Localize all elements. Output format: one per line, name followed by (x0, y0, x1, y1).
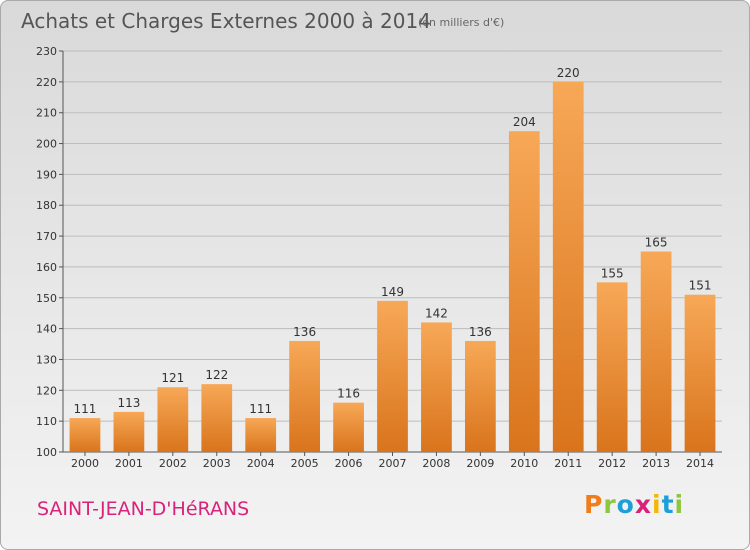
bar-2002 (157, 387, 189, 452)
data-label-2010: 204 (513, 115, 536, 129)
y-tick-label-100: 100 (36, 446, 57, 459)
chart-title: Achats et Charges Externes 2000 à 2014 (21, 9, 431, 33)
x-tick-label-2004: 2004 (247, 457, 275, 470)
y-tick-label-160: 160 (36, 261, 57, 274)
axes: 100 110 120 130 140 150 160 170 180 190 200 210 220 2… (36, 45, 722, 470)
logo-letter: i (652, 490, 662, 519)
bar-2010 (508, 131, 540, 452)
x-tick-label-2002: 2002 (159, 457, 187, 470)
data-label-2009: 136 (469, 325, 492, 339)
data-label-2001: 113 (117, 396, 140, 410)
y-tick-label-180: 180 (36, 199, 57, 212)
town-name: SAINT-JEAN-D'HéRANS (37, 498, 250, 520)
data-label-2011: 220 (557, 66, 580, 80)
bar-2014 (684, 294, 716, 452)
x-tick-label-2003: 2003 (203, 457, 231, 470)
bar-2001 (113, 411, 145, 452)
bar-2005 (289, 340, 321, 452)
x-tick-label-2013: 2013 (642, 457, 670, 470)
data-label-2014: 151 (689, 279, 712, 293)
y-tick-label-110: 110 (36, 415, 57, 428)
bar-2006 (333, 402, 364, 452)
data-label-2000: 111 (74, 402, 97, 416)
y-tick-label-120: 120 (36, 384, 57, 397)
logo-letter: r (603, 490, 617, 519)
x-tick-label-2000: 2000 (71, 457, 99, 470)
data-label-2006: 116 (337, 387, 360, 401)
y-tick-label-200: 200 (36, 138, 57, 151)
data-label-2008: 142 (425, 306, 448, 320)
logo-letter: i (674, 490, 685, 519)
data-label-2007: 149 (381, 285, 404, 299)
bar-2012 (596, 282, 628, 452)
y-tick-label-230: 230 (36, 45, 57, 58)
x-tick-label-2009: 2009 (466, 457, 494, 470)
x-tick-label-2001: 2001 (115, 457, 143, 470)
logo-letter: t (661, 490, 675, 519)
y-tick-label-130: 130 (36, 353, 57, 366)
bar-2013 (640, 251, 672, 452)
y-tick-label-220: 220 (36, 76, 57, 89)
bar-2003 (201, 384, 233, 452)
y-tick-label-170: 170 (36, 230, 57, 243)
data-label-2013: 165 (645, 236, 668, 250)
bar-2004 (245, 418, 277, 452)
bar-2011 (552, 81, 584, 452)
y-tick-label-210: 210 (36, 107, 57, 120)
chart-subtitle: (en milliers d'€) (418, 16, 505, 29)
data-label-2003: 122 (205, 368, 228, 382)
data-label-2002: 121 (161, 371, 184, 385)
bar-2007 (377, 300, 408, 452)
x-tick-label-2014: 2014 (686, 457, 714, 470)
data-labels: 111 113 121 122 111 136 116 149 142 136 204 220 155 1… (74, 66, 712, 416)
bars (69, 81, 716, 452)
logo-letter: o (616, 490, 635, 519)
proxiti-logo[interactable]: Proxiti (584, 490, 684, 519)
x-tick-label-2011: 2011 (554, 457, 582, 470)
data-label-2012: 155 (601, 266, 624, 280)
x-tick-label-2007: 2007 (379, 457, 407, 470)
y-tick-label-150: 150 (36, 292, 57, 305)
bar-2000 (69, 418, 101, 452)
x-tick-label-2010: 2010 (510, 457, 538, 470)
logo-letter: P (584, 490, 604, 519)
x-tick-label-2012: 2012 (598, 457, 626, 470)
x-tick-label-2008: 2008 (422, 457, 450, 470)
data-label-2005: 136 (293, 325, 316, 339)
y-tick-label-140: 140 (36, 323, 57, 336)
y-tick-label-190: 190 (36, 168, 57, 181)
bar-2009 (464, 340, 496, 452)
data-label-2004: 111 (249, 402, 272, 416)
x-tick-label-2005: 2005 (291, 457, 319, 470)
x-tick-label-2006: 2006 (335, 457, 363, 470)
bar-2008 (421, 322, 452, 452)
logo-letter: x (634, 490, 652, 519)
